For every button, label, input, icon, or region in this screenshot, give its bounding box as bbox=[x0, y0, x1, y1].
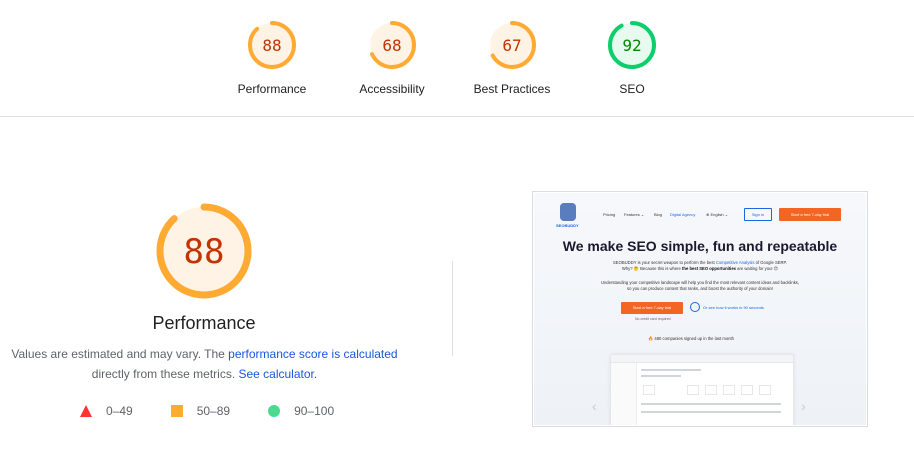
play-icon bbox=[690, 302, 700, 312]
gauge-seo-score: 92 bbox=[622, 36, 641, 55]
carousel-prev-icon: ‹ bbox=[592, 398, 597, 414]
gauge-best-practices[interactable]: 67 Best Practices bbox=[457, 20, 567, 96]
gauge-performance-label: Performance bbox=[237, 82, 307, 96]
dashboard-card bbox=[643, 385, 655, 395]
pass-circle-icon bbox=[268, 405, 281, 417]
dashboard-topbar bbox=[611, 355, 793, 363]
gauge-performance-score: 88 bbox=[262, 36, 281, 55]
gauge-best-practices-score: 67 bbox=[502, 36, 521, 55]
screenshot-nav: SEOBUDDY Pricing Features ⌄ Blog Digital… bbox=[534, 203, 866, 229]
nav-blog: Blog bbox=[654, 212, 663, 217]
gauge-accessibility-ring: 68 bbox=[368, 21, 416, 69]
dashboard-card bbox=[705, 385, 717, 395]
desc-text-2: directly from these metrics. bbox=[91, 367, 239, 381]
screenshot-page: SEOBUDDY Pricing Features ⌄ Blog Digital… bbox=[534, 193, 866, 425]
desc-text-1: Values are estimated and may vary. The bbox=[11, 347, 229, 361]
dashboard-bar bbox=[641, 411, 781, 413]
performance-ring: 88 bbox=[156, 203, 252, 299]
carousel-next-icon: › bbox=[801, 398, 806, 414]
nav-language: ⊕ English ⌄ bbox=[706, 212, 729, 217]
gauge-accessibility[interactable]: 68 Accessibility bbox=[337, 20, 447, 96]
dashboard-sidebar bbox=[611, 363, 637, 425]
legend-pass: 90–100 bbox=[268, 404, 334, 418]
legend-fail-label: 0–49 bbox=[106, 404, 133, 418]
gauge-accessibility-score: 68 bbox=[382, 36, 401, 55]
gauge-seo-label: SEO bbox=[619, 82, 645, 96]
dashboard-card bbox=[759, 385, 771, 395]
gauge-best-practices-label: Best Practices bbox=[473, 82, 551, 96]
performance-title: Performance bbox=[152, 313, 256, 333]
performance-score-gauge: 88 bbox=[154, 201, 254, 301]
seobuddy-logo-text: SEOBUDDY bbox=[556, 223, 579, 228]
gauge-best-practices-ring: 67 bbox=[488, 21, 536, 69]
vertical-divider bbox=[452, 261, 453, 356]
screenshot-line-1: SEOBUDDY is your secret weapon to perfor… bbox=[613, 260, 787, 265]
dashboard-bar bbox=[641, 403, 781, 405]
performance-score-value: 88 bbox=[184, 232, 225, 272]
seobuddy-logo-icon bbox=[560, 203, 576, 221]
screenshot-trial-button: Start a free 7-day trial bbox=[621, 302, 683, 314]
screenshot-dashboard-image bbox=[610, 354, 794, 425]
legend-average: 50–89 bbox=[170, 404, 231, 418]
average-square-icon bbox=[170, 405, 183, 417]
screenshot-play-label: Or see how it works in 90 seconds bbox=[703, 305, 764, 310]
nav-features: Features ⌄ bbox=[624, 212, 645, 217]
dashboard-card bbox=[741, 385, 753, 395]
legend-fail: 0–49 bbox=[80, 404, 133, 418]
performance-score-link[interactable]: performance score is calculated bbox=[228, 347, 398, 361]
gauge-accessibility-label: Accessibility bbox=[359, 82, 425, 96]
nav-pricing: Pricing bbox=[603, 212, 616, 217]
category-gauges-row: 88 Performance 68 Accessibility 67 Best … bbox=[0, 0, 914, 117]
nav-digital-agency: Digital Agency bbox=[670, 212, 696, 217]
nav-cta: Start a free 7-day trial bbox=[779, 208, 841, 221]
dashboard-card bbox=[687, 385, 699, 395]
nav-signin: Sign in bbox=[744, 208, 772, 221]
gauge-performance-ring: 88 bbox=[248, 21, 296, 69]
screenshot-line-4: so you can produce content that ranks, a… bbox=[627, 286, 773, 291]
final-screenshot[interactable]: SEOBUDDY Pricing Features ⌄ Blog Digital… bbox=[532, 191, 868, 427]
performance-description: Values are estimated and may vary. The p… bbox=[0, 344, 409, 384]
screenshot-line-3: Understanding your competitive landscape… bbox=[600, 280, 800, 285]
dashboard-card bbox=[723, 385, 735, 395]
dashboard-bar bbox=[641, 369, 701, 371]
legend-pass-label: 90–100 bbox=[294, 404, 335, 418]
screenshot-headline: We make SEO simple, fun and repeatable bbox=[562, 238, 838, 254]
see-calculator-link[interactable]: See calculator. bbox=[238, 367, 318, 381]
screenshot-no-card: No credit card required bbox=[635, 317, 671, 321]
dashboard-bar bbox=[641, 375, 681, 377]
fail-triangle-icon bbox=[80, 405, 92, 417]
screenshot-line-2: Why? 🤔 Because this is where the best SE… bbox=[621, 266, 779, 271]
score-legend: 0–49 50–89 90–100 bbox=[80, 404, 372, 418]
gauge-seo-ring: 92 bbox=[608, 21, 656, 69]
gauge-performance[interactable]: 88 Performance bbox=[217, 20, 327, 96]
gauge-seo[interactable]: 92 SEO bbox=[577, 20, 687, 96]
legend-average-label: 50–89 bbox=[196, 404, 231, 418]
screenshot-signed-up: 🔥 480 companies signed up in the last mo… bbox=[648, 336, 734, 341]
